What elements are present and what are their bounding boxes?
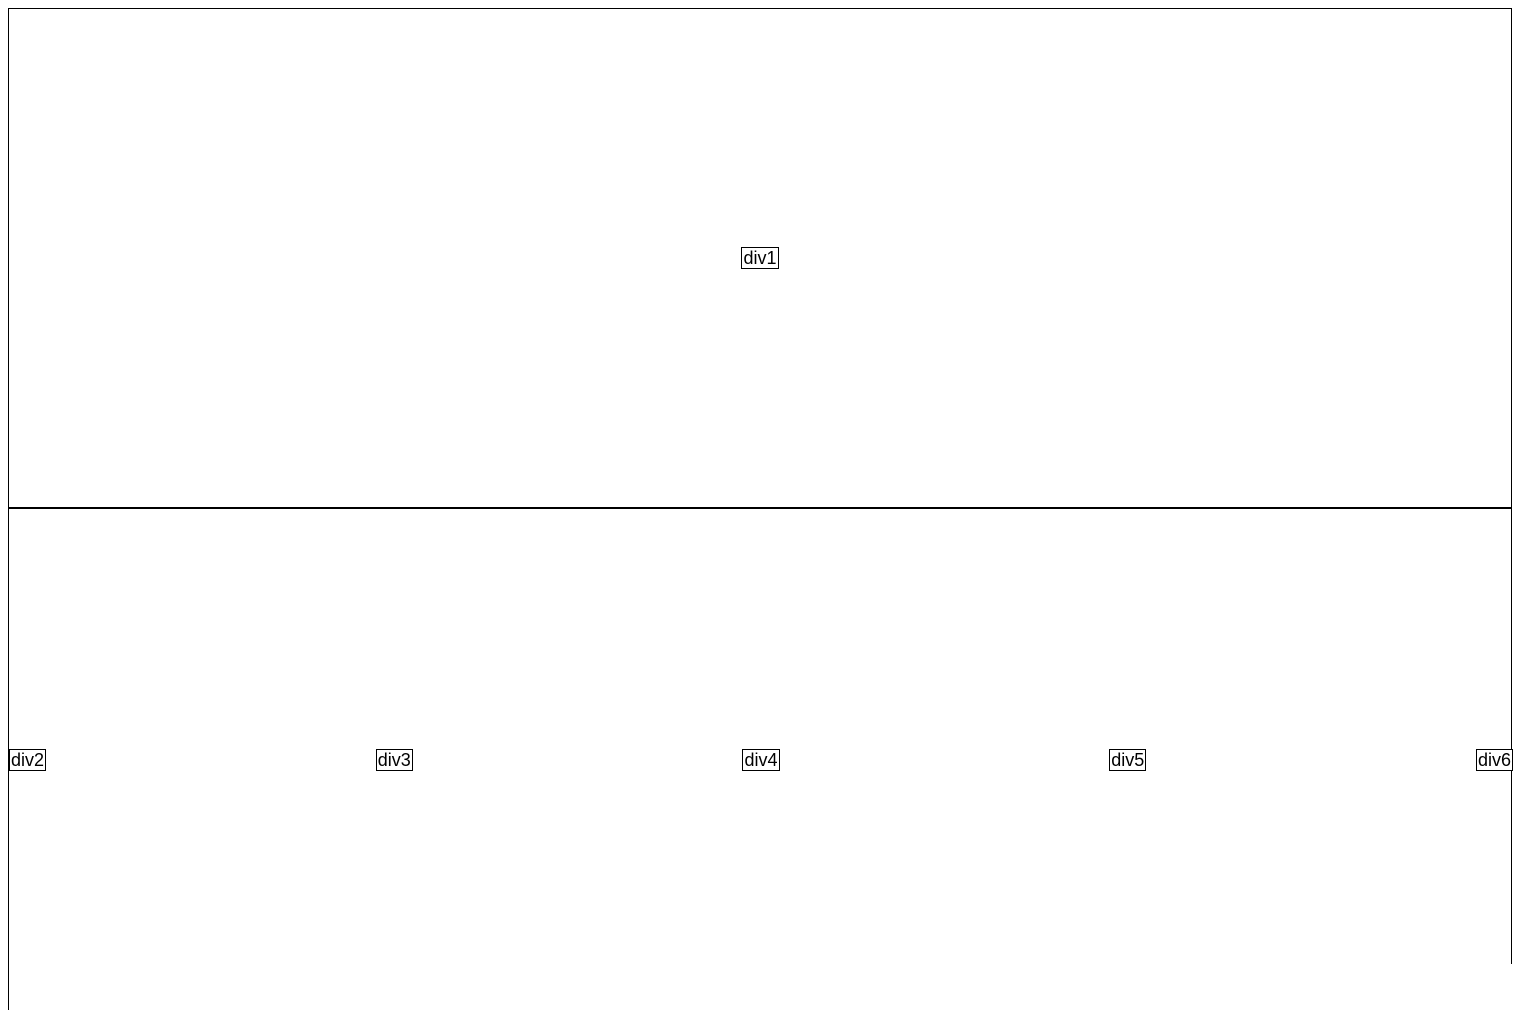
div2-cell: div2	[9, 748, 47, 771]
div6-label: div6	[1475, 748, 1513, 771]
right-border-line	[1511, 509, 1512, 964]
div3-label: div3	[375, 748, 413, 771]
div4-label: div4	[742, 748, 780, 771]
div1-label: div1	[741, 247, 779, 269]
div4-cell: div4	[742, 748, 780, 771]
bottom-cells: div2 div3 div4 div5 div6	[9, 509, 1513, 1010]
div5-cell: div5	[1109, 748, 1147, 771]
div2-label: div2	[9, 748, 47, 771]
div6-cell: div6	[1475, 748, 1513, 771]
div5-label: div5	[1109, 748, 1147, 771]
div1-container: div1	[8, 8, 1512, 509]
layout-frame: div1 div2 div3 div4 div5 div6	[8, 8, 1513, 1010]
div3-cell: div3	[375, 748, 413, 771]
bottom-row: div2 div3 div4 div5 div6	[8, 509, 1513, 1010]
